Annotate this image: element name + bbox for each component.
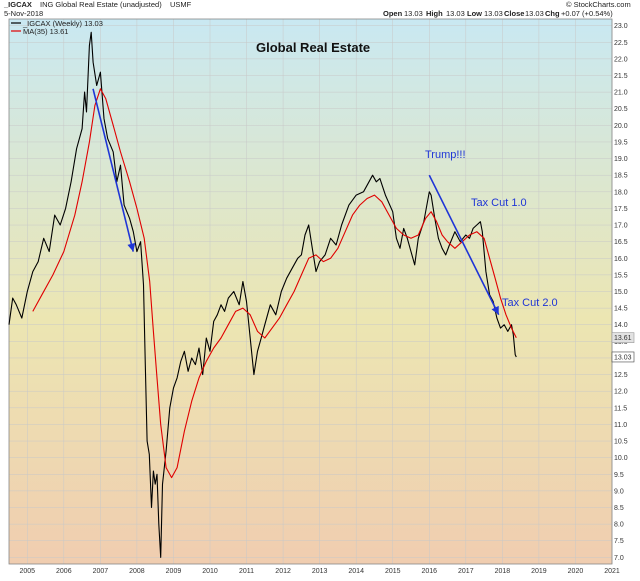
y-tick-label: 11.5: [614, 405, 627, 412]
price-line: [8, 31, 517, 558]
price-last-badge-label: 13.03: [614, 354, 632, 361]
y-tick-label: 21.5: [614, 73, 628, 80]
y-axis: 7.0 7.5 8.0 8.5 9.0 9.5 10.0 10.5 11.0 11.5 12.0 12…: [614, 23, 628, 562]
x-tick-label: 2018: [495, 568, 511, 575]
y-tick-label: 22.0: [614, 56, 628, 63]
y-tick-label: 18.0: [614, 189, 628, 196]
trend-arrow-line: [92, 88, 135, 252]
y-tick-label: 8.0: [614, 522, 624, 529]
y-tick-label: 17.0: [614, 223, 628, 230]
ma-last-badge: [611, 332, 635, 343]
x-tick-label: 2012: [275, 568, 291, 575]
x-tick-label: 2006: [56, 568, 72, 575]
y-tick-label: 12.5: [614, 372, 628, 379]
price-last-badge: [611, 351, 635, 363]
legend-price: _IGCAX (Weekly) 13.03: [22, 19, 103, 28]
x-tick-label: 2009: [166, 568, 182, 575]
trend-arrow-head: [127, 242, 136, 252]
y-tick-label: 21.0: [614, 90, 628, 97]
exchange: USMF: [170, 0, 192, 9]
low-value: 13.03: [484, 9, 503, 18]
y-tick-label: 9.5: [614, 472, 624, 479]
x-axis: 2005 2006 2007 2008 2009 2010 2011 2012 2013 2014…: [19, 568, 619, 575]
chg-label: Chg: [545, 9, 560, 18]
chart-title: Global Real Estate: [256, 40, 370, 55]
y-tick-label: 15.5: [614, 272, 628, 279]
x-tick-label: 2008: [129, 568, 145, 575]
y-tick-label: 10.0: [614, 455, 628, 462]
y-tick-label: 23.0: [614, 23, 628, 30]
series-layer: [8, 31, 517, 558]
symbol: _IGCAX: [3, 0, 32, 9]
close-label: Close: [504, 9, 524, 18]
close-value: 13.03: [525, 9, 544, 18]
ma-line: [32, 88, 517, 479]
ma-last-badge-label: 13.61: [614, 335, 632, 342]
x-tick-label: 2017: [458, 568, 474, 575]
y-tick-label: 22.5: [614, 40, 628, 47]
grid: [9, 19, 613, 564]
description: ING Global Real Estate (unadjusted): [40, 0, 162, 9]
annotation-tax-cut-2: Tax Cut 2.0: [502, 297, 558, 309]
trend-arrow-head: [491, 305, 499, 315]
y-tick-label: 20.5: [614, 106, 628, 113]
legend: _IGCAX (Weekly) 13.03 MA(35) 13.61: [11, 19, 103, 36]
y-tick-label: 14.5: [614, 306, 628, 313]
y-tick-label: 16.0: [614, 256, 628, 263]
arrow-layer: [92, 88, 500, 316]
y-tick-label: 17.5: [614, 206, 628, 213]
plot-border: [8, 18, 613, 565]
x-tick-label: 2015: [385, 568, 401, 575]
x-tick-label: 2021: [604, 568, 620, 575]
last-value-badges: 13.61 13.03: [611, 332, 635, 363]
trend-arrow-line: [428, 174, 500, 316]
y-tick-label: 7.5: [614, 538, 624, 545]
date: 5-Nov-2018: [4, 9, 43, 18]
y-tick-label: 8.5: [614, 505, 624, 512]
y-tick-label: 16.5: [614, 239, 628, 246]
annotation-trump: Trump!!!: [425, 149, 466, 161]
x-tick-label: 2005: [19, 568, 35, 575]
y-tick-label: 18.5: [614, 173, 628, 180]
x-tick-label: 2019: [531, 568, 547, 575]
y-tick-label: 12.0: [614, 389, 628, 396]
y-tick-label: 19.5: [614, 139, 628, 146]
brand: © StockCharts.com: [566, 0, 631, 9]
x-tick-label: 2020: [568, 568, 584, 575]
open-label: Open: [383, 9, 403, 18]
y-tick-label: 20.0: [614, 123, 628, 130]
high-value: 13.03: [446, 9, 465, 18]
low-label: Low: [467, 9, 482, 18]
y-tick-label: 14.0: [614, 322, 628, 329]
high-label: High: [426, 9, 443, 18]
x-tick-label: 2010: [202, 568, 218, 575]
y-tick-label: 19.0: [614, 156, 628, 163]
legend-ma: MA(35) 13.61: [23, 27, 68, 36]
x-tick-label: 2013: [312, 568, 328, 575]
x-tick-label: 2011: [239, 568, 254, 575]
open-value: 13.03: [404, 9, 423, 18]
y-tick-label: 11.0: [614, 422, 627, 429]
y-tick-label: 10.5: [614, 439, 628, 446]
y-tick-label: 7.0: [614, 555, 624, 562]
y-tick-label: 15.0: [614, 289, 628, 296]
y-tick-label: 9.0: [614, 488, 624, 495]
x-tick-label: 2014: [348, 568, 364, 575]
x-tick-label: 2016: [421, 568, 437, 575]
annotation-tax-cut-1: Tax Cut 1.0: [471, 197, 527, 209]
x-tick-label: 2007: [93, 568, 109, 575]
chg-value: +0.07 (+0.54%): [561, 9, 613, 18]
